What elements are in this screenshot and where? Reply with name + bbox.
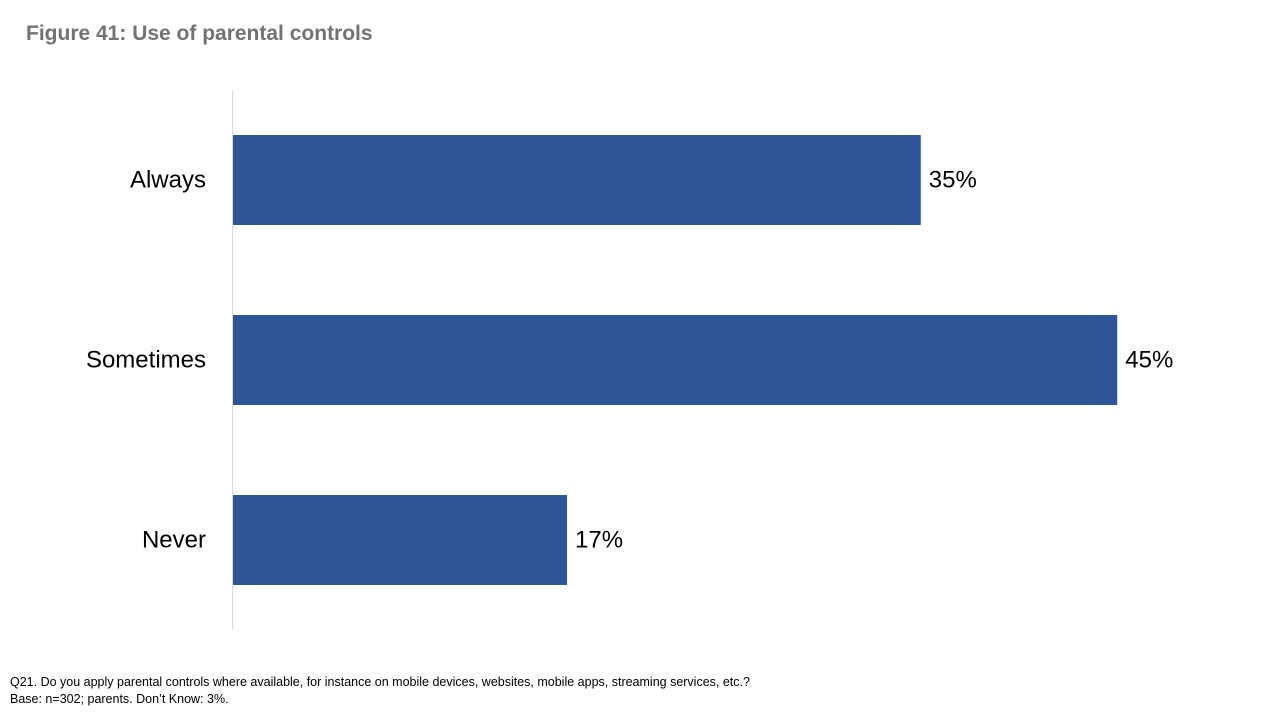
footnote-question: Q21. Do you apply parental controls wher… [10,675,750,689]
category-label-always: Always [130,167,206,194]
bar-chart: Always 35% Sometimes 45% Never 17% [86,90,1173,630]
chart-title: Figure 41: Use of parental controls [26,22,373,45]
footnote-base: Base: n=302; parents. Don’t Know: 3%. [10,692,229,706]
data-label-sometimes: 45% [1125,347,1173,374]
category-label-never: Never [142,527,206,554]
data-label-never: 17% [575,527,623,554]
category-label-sometimes: Sometimes [86,347,206,374]
bar-never [233,495,568,585]
bars-layer: Always 35% Sometimes 45% Never 17% [86,135,1173,585]
bar-always [233,135,921,225]
footnote: Q21. Do you apply parental controls wher… [10,674,750,708]
bar-sometimes [233,315,1118,405]
data-label-always: 35% [929,167,977,194]
